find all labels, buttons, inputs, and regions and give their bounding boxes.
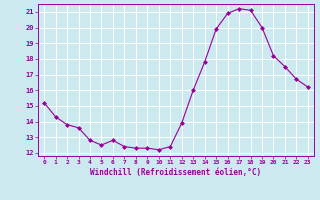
- X-axis label: Windchill (Refroidissement éolien,°C): Windchill (Refroidissement éolien,°C): [91, 168, 261, 177]
